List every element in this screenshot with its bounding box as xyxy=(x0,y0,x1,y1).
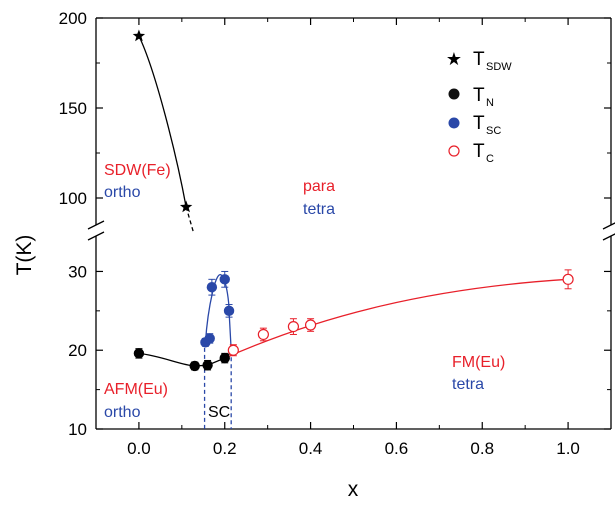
sdw-fit-curve xyxy=(138,35,187,208)
annotation-tetra-lower: tetra xyxy=(452,376,484,393)
annotation-fm-eu: FM(Eu) xyxy=(452,354,505,371)
data-point-tn xyxy=(189,360,200,372)
legend-sub-tsc: SC xyxy=(486,125,501,137)
legend-marker-blue-dot xyxy=(448,117,460,129)
y-tick-upper-label: 150 xyxy=(59,99,87,118)
x-tick-label: 0.6 xyxy=(385,439,409,458)
legend-sub-tn: N xyxy=(486,97,494,109)
x-tick-label: 0.8 xyxy=(470,439,494,458)
tn-fit-curve xyxy=(138,349,234,367)
data-markers xyxy=(132,29,574,372)
legend-label-tc: T xyxy=(473,141,485,162)
annotation-sc: SC xyxy=(208,404,230,421)
legend-sub-tsdw: SDW xyxy=(486,61,512,73)
x-tick-label: 0.2 xyxy=(213,439,237,458)
data-point-tsdw xyxy=(132,29,146,42)
tc-fit-curve xyxy=(224,278,569,359)
legend-marker-star: ★ xyxy=(446,49,462,70)
x-tick-label: 0.4 xyxy=(299,439,323,458)
data-point-tsc xyxy=(204,333,215,344)
sdw-extrapolation-dashed xyxy=(185,206,195,233)
x-axis-title: x xyxy=(348,478,359,501)
y-tick-upper-label: 200 xyxy=(59,9,87,28)
data-point-tc xyxy=(562,273,574,285)
legend-item-tsdw: ★ T SDW xyxy=(446,49,512,73)
data-point-tn xyxy=(202,359,213,371)
data-point-tc xyxy=(257,328,269,341)
plot-frame xyxy=(95,17,612,430)
x-tick-label: 0.0 xyxy=(127,439,151,458)
data-point-tc xyxy=(287,320,300,333)
y-axis-title: T(K) xyxy=(13,235,36,276)
annotation-afm-eu: AFM(Eu) xyxy=(104,381,168,398)
data-point-tsdw xyxy=(179,200,193,213)
data-point-tsc xyxy=(219,274,230,285)
legend-item-tc: T C xyxy=(448,141,494,165)
x-tick-label: 1.0 xyxy=(556,439,580,458)
data-point-tc xyxy=(304,319,317,331)
legend-marker-black-dot xyxy=(448,88,460,100)
data-point-tc xyxy=(227,344,239,356)
legend-item-tn: T N xyxy=(448,85,494,109)
legend-label-tn: T xyxy=(473,85,485,106)
y-tick-lower-label: 20 xyxy=(68,341,87,360)
annotation-ortho-upper: ortho xyxy=(104,184,141,201)
legend-label-tsc: T xyxy=(473,113,485,134)
axis-break-marks xyxy=(87,220,615,241)
annotation-ortho-lower: ortho xyxy=(104,404,141,421)
legend-marker-red-open-circle xyxy=(448,145,460,157)
data-point-tn xyxy=(133,348,145,359)
data-point-tn xyxy=(219,352,230,364)
y-tick-lower-label: 30 xyxy=(68,262,87,281)
annotation-tetra-upper: tetra xyxy=(303,201,335,218)
legend-item-tsc: T SC xyxy=(448,113,501,137)
legend: ★ T SDW T N T SC T C xyxy=(446,49,512,165)
data-point-tsc xyxy=(206,282,218,293)
axis-ticks: 0.0 0.2 0.4 0.6 0.8 1.0 10 20 30 100 150 200 xyxy=(59,9,612,458)
annotation-sdw-fe: SDW(Fe) xyxy=(104,162,171,179)
legend-label-tsdw: T xyxy=(473,49,485,70)
legend-sub-tc: C xyxy=(486,153,494,165)
annotation-para: para xyxy=(303,178,335,195)
y-tick-upper-label: 100 xyxy=(59,189,87,208)
y-tick-lower-label: 10 xyxy=(68,420,87,439)
data-point-tsc xyxy=(223,305,235,317)
